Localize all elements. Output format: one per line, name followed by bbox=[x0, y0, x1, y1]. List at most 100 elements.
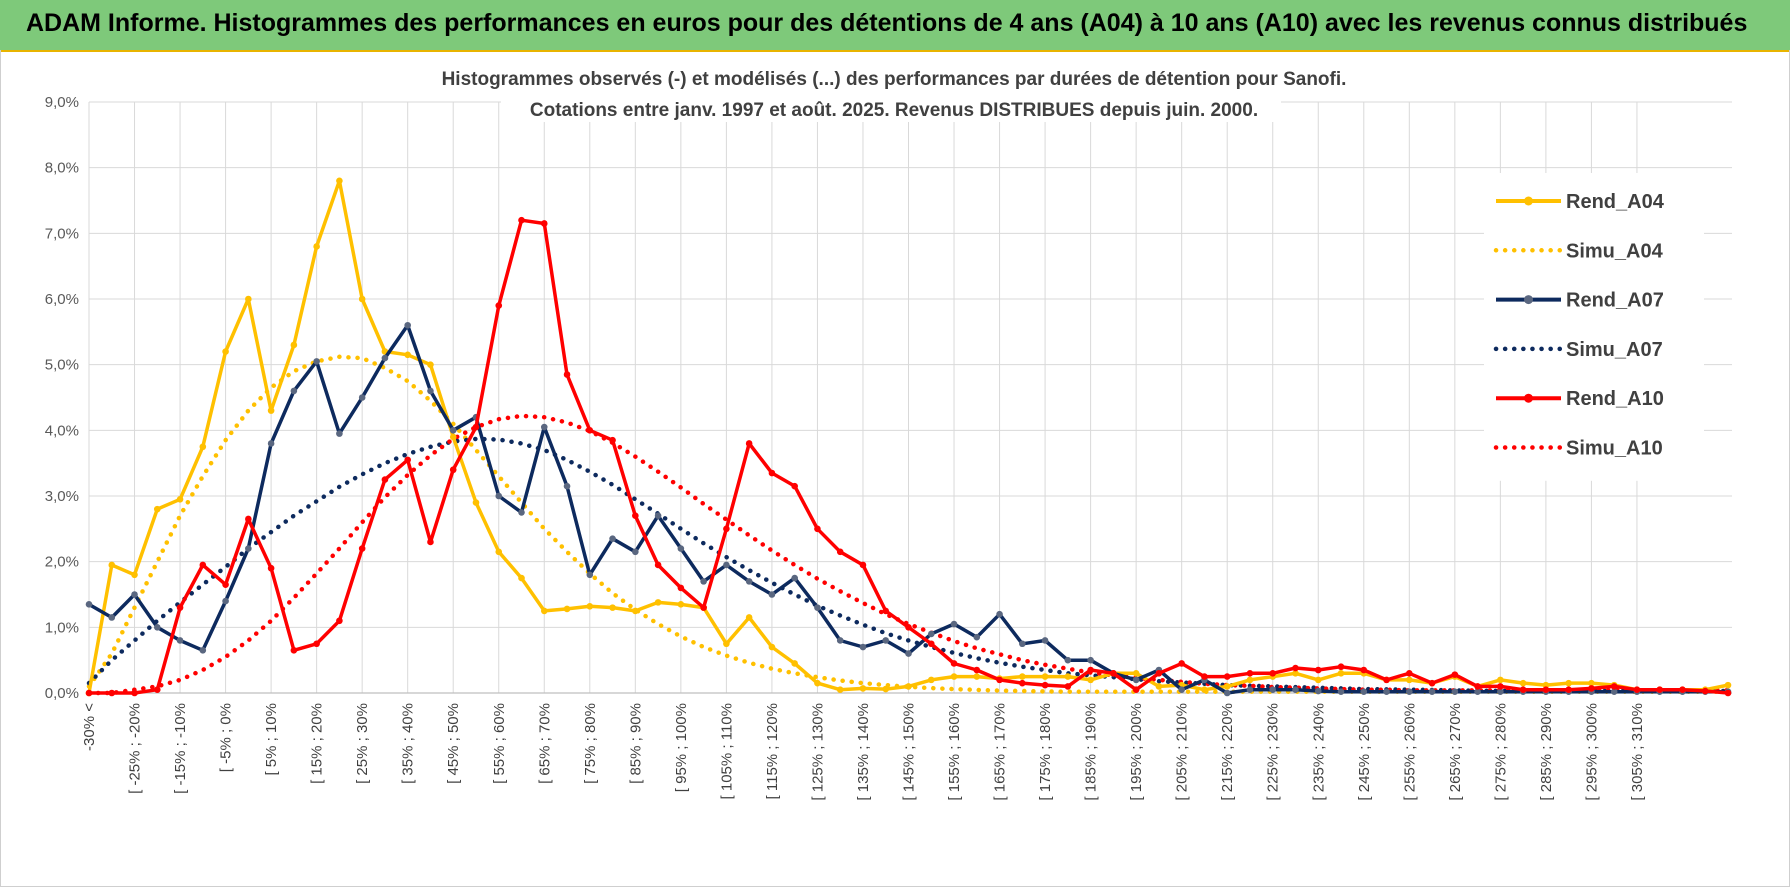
data-point bbox=[1588, 679, 1595, 687]
data-point bbox=[1087, 666, 1094, 674]
x-tick-label: [ 295% ; 300% bbox=[1583, 703, 1600, 801]
data-point bbox=[381, 354, 389, 362]
data-point bbox=[1041, 681, 1049, 689]
data-point bbox=[768, 643, 776, 651]
x-tick-label: [ 65% ; 70% bbox=[536, 703, 553, 784]
data-point bbox=[1155, 683, 1163, 690]
data-point bbox=[632, 548, 639, 556]
data-point bbox=[1087, 676, 1094, 684]
data-point bbox=[1246, 686, 1254, 694]
data-point bbox=[1724, 681, 1732, 689]
data-point bbox=[495, 302, 503, 309]
data-point bbox=[996, 610, 1003, 618]
x-tick-label: [ 205% ; 210% bbox=[1174, 703, 1191, 801]
x-tick-label: [ 175% ; 180% bbox=[1037, 703, 1054, 801]
data-point bbox=[700, 604, 707, 611]
y-tick-label: 8,0% bbox=[45, 160, 79, 177]
data-point bbox=[267, 440, 275, 447]
x-tick-label: [ 235% ; 240% bbox=[1310, 703, 1327, 801]
data-point bbox=[358, 394, 366, 401]
data-point bbox=[586, 603, 594, 610]
data-point bbox=[745, 614, 753, 621]
data-point bbox=[882, 637, 890, 644]
data-point bbox=[950, 673, 958, 680]
data-point bbox=[1451, 688, 1459, 695]
data-point bbox=[1246, 670, 1254, 677]
data-point bbox=[131, 571, 138, 579]
data-point bbox=[905, 683, 912, 690]
data-point bbox=[723, 640, 730, 648]
data-point bbox=[245, 545, 252, 552]
data-point bbox=[1724, 689, 1732, 697]
y-tick-label: 1,0% bbox=[45, 619, 79, 636]
data-point bbox=[1337, 670, 1345, 677]
legend-marker bbox=[1524, 196, 1533, 206]
data-point bbox=[404, 321, 411, 329]
data-point bbox=[927, 630, 935, 638]
data-point bbox=[768, 469, 776, 477]
data-point bbox=[176, 495, 184, 503]
data-point bbox=[153, 686, 161, 694]
data-point bbox=[1246, 676, 1254, 684]
data-point bbox=[85, 601, 93, 608]
x-tick-label: [ 5% ; 10% bbox=[263, 703, 280, 776]
series-rend_a10 bbox=[85, 216, 1732, 697]
data-point bbox=[449, 466, 457, 474]
data-point bbox=[1269, 686, 1277, 694]
data-point bbox=[1451, 671, 1459, 678]
data-point bbox=[518, 509, 525, 516]
data-point bbox=[1474, 688, 1481, 695]
data-point bbox=[1519, 679, 1527, 687]
y-tick-label: 6,0% bbox=[45, 291, 79, 308]
y-tick-label: 2,0% bbox=[45, 554, 79, 571]
data-point bbox=[358, 545, 366, 552]
x-tick-label: [ -25% ; -20% bbox=[127, 703, 144, 794]
data-point bbox=[1178, 686, 1185, 694]
data-point bbox=[973, 673, 981, 680]
data-point bbox=[1064, 683, 1072, 690]
data-point bbox=[290, 387, 298, 395]
data-point bbox=[1201, 673, 1208, 680]
chart-title: Histogrammes observés (-) et modélisés (… bbox=[442, 69, 1347, 90]
data-point bbox=[859, 561, 867, 569]
data-point bbox=[153, 505, 161, 513]
data-point bbox=[632, 512, 639, 519]
data-point bbox=[427, 361, 434, 368]
x-tick-label: [ 45% ; 50% bbox=[445, 703, 462, 784]
data-point bbox=[677, 545, 685, 552]
data-point bbox=[540, 423, 548, 431]
legend-label: Simu_A10 bbox=[1566, 438, 1663, 460]
data-point bbox=[1337, 663, 1345, 671]
data-point bbox=[1542, 681, 1550, 689]
data-point bbox=[563, 482, 571, 490]
data-point bbox=[882, 685, 890, 693]
data-point bbox=[1360, 666, 1368, 674]
data-point bbox=[905, 624, 912, 631]
legend-label: Simu_A07 bbox=[1566, 339, 1663, 361]
data-point bbox=[814, 679, 821, 687]
data-point bbox=[540, 607, 548, 615]
data-point bbox=[791, 574, 798, 582]
x-tick-label: [ 195% ; 200% bbox=[1128, 703, 1145, 801]
x-tick-label: [ 255% ; 260% bbox=[1401, 703, 1418, 801]
data-point bbox=[836, 637, 844, 644]
data-point bbox=[1474, 683, 1481, 690]
legend-label: Rend_A10 bbox=[1566, 388, 1664, 410]
data-point bbox=[245, 295, 252, 303]
data-point bbox=[1132, 686, 1140, 694]
data-point bbox=[518, 574, 525, 582]
data-point bbox=[199, 561, 207, 569]
data-point bbox=[108, 614, 116, 621]
data-point bbox=[313, 358, 320, 365]
legend-entry-simu_a04: Simu_A04 bbox=[1493, 240, 1664, 262]
data-point bbox=[927, 640, 935, 648]
y-tick-label: 9,0% bbox=[45, 94, 79, 111]
legend-label: Simu_A04 bbox=[1566, 240, 1664, 262]
data-point bbox=[632, 607, 639, 615]
data-point bbox=[1497, 683, 1504, 690]
data-point bbox=[1428, 688, 1436, 695]
data-point bbox=[427, 387, 434, 395]
series-line bbox=[86, 436, 1731, 694]
data-point bbox=[1019, 679, 1026, 687]
data-point bbox=[1223, 683, 1231, 690]
